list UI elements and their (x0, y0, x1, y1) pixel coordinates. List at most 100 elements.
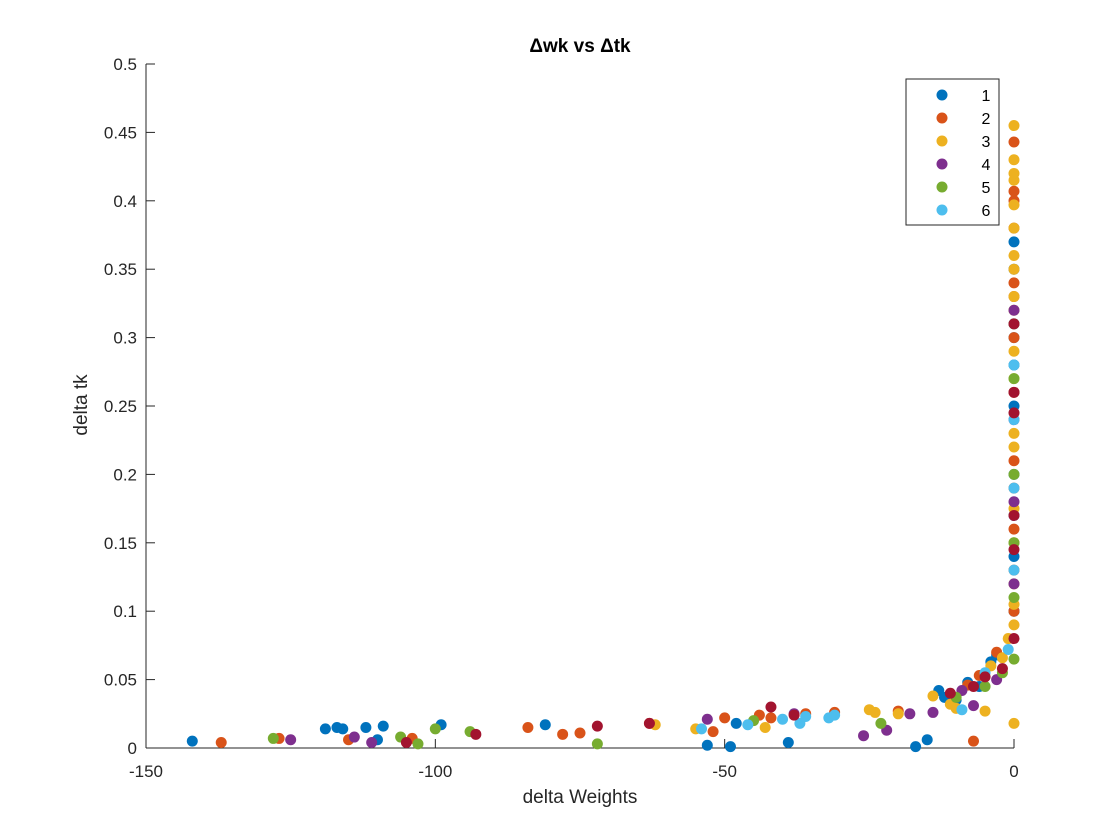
data-point (412, 738, 424, 750)
data-point (591, 720, 603, 732)
legend-marker (936, 89, 948, 101)
data-point (1008, 291, 1020, 303)
axes: -150 -100 -50 0 0 0.05 0.1 0.15 0.2 0.25 0.3 0.35 0.… (104, 55, 1019, 781)
data-point (1008, 250, 1020, 262)
data-point (875, 717, 887, 729)
y-tick-label: 0.15 (104, 534, 137, 553)
data-point (696, 723, 708, 735)
data-point (921, 734, 933, 746)
legend-label: 5 (982, 180, 991, 197)
data-point (366, 737, 378, 749)
data-point (1002, 644, 1014, 656)
data-point (1008, 154, 1020, 166)
data-point (557, 728, 569, 740)
data-point (1008, 359, 1020, 371)
y-tick-label: 0.2 (113, 465, 137, 484)
data-point (1008, 277, 1020, 289)
legend-item: 1 (936, 88, 991, 105)
data-point (892, 708, 904, 720)
data-point (967, 680, 979, 692)
legend-item: 5 (936, 180, 991, 197)
data-point (996, 663, 1008, 675)
y-tick-label: 0.45 (104, 123, 137, 142)
data-point (979, 680, 991, 692)
data-point (1008, 455, 1020, 467)
y-tick-label: 0 (128, 739, 137, 758)
data-point (1008, 236, 1020, 248)
data-point (730, 717, 742, 729)
legend-marker (936, 181, 948, 193)
data-point (719, 712, 731, 724)
data-point (1008, 578, 1020, 590)
data-point (1008, 468, 1020, 480)
data-point (782, 737, 794, 749)
data-point (979, 671, 991, 683)
data-point (470, 728, 482, 740)
data-point (701, 713, 713, 725)
legend-item: 2 (936, 111, 991, 128)
y-tick-label: 0.05 (104, 671, 137, 690)
data-point (285, 734, 297, 746)
data-point (1008, 496, 1020, 508)
data-point (904, 708, 916, 720)
data-point (979, 705, 991, 717)
data-point (1008, 120, 1020, 132)
data-point (742, 719, 754, 731)
data-point (574, 727, 586, 739)
data-point (910, 741, 922, 753)
data-point (765, 712, 777, 724)
data-point (1008, 386, 1020, 398)
data-point (1008, 523, 1020, 535)
data-point (1008, 318, 1020, 330)
legend-item: 4 (936, 157, 991, 174)
data-point (267, 732, 279, 744)
data-point (360, 721, 372, 733)
data-point (996, 652, 1008, 664)
series-5 (267, 318, 1020, 750)
data-point (927, 706, 939, 718)
y-tick-label: 0.5 (113, 55, 137, 74)
x-tick-label: -150 (129, 762, 163, 781)
series-7 (400, 318, 1020, 749)
data-point (643, 717, 655, 729)
chart-title: Δwk vs Δtk (529, 36, 631, 57)
data-point (777, 713, 789, 725)
x-tick-label: -100 (418, 762, 452, 781)
y-tick-label: 0.25 (104, 397, 137, 416)
x-axis-label: delta Weights (523, 787, 638, 808)
legend-label: 3 (982, 134, 991, 151)
data-point (1008, 564, 1020, 576)
data-point (759, 721, 771, 733)
series-2 (215, 136, 1020, 749)
data-point (1008, 222, 1020, 234)
legend-label: 6 (982, 203, 991, 220)
legend-label: 4 (982, 157, 991, 174)
data-point (1008, 345, 1020, 357)
legend-label: 1 (982, 88, 991, 105)
data-point (1008, 509, 1020, 521)
data-point (1008, 263, 1020, 275)
data-point (337, 723, 349, 735)
series-4 (285, 304, 1020, 749)
data-point (1008, 199, 1020, 211)
legend-marker (936, 204, 948, 216)
data-point (765, 701, 777, 713)
data-point (1008, 717, 1020, 729)
data-point (186, 735, 198, 747)
y-tick-label: 0.1 (113, 602, 137, 621)
data-point (858, 730, 870, 742)
y-tick-label: 0.35 (104, 260, 137, 279)
data-point (1008, 633, 1020, 645)
data-point (869, 706, 881, 718)
data-point (1008, 482, 1020, 494)
legend-marker (936, 135, 948, 147)
data-point (1008, 441, 1020, 453)
legend-label: 2 (982, 111, 991, 128)
data-point (1008, 185, 1020, 197)
data-point (1008, 407, 1020, 419)
data-point (788, 709, 800, 721)
data-point (927, 690, 939, 702)
data-point (956, 704, 968, 716)
data-point (1008, 332, 1020, 344)
